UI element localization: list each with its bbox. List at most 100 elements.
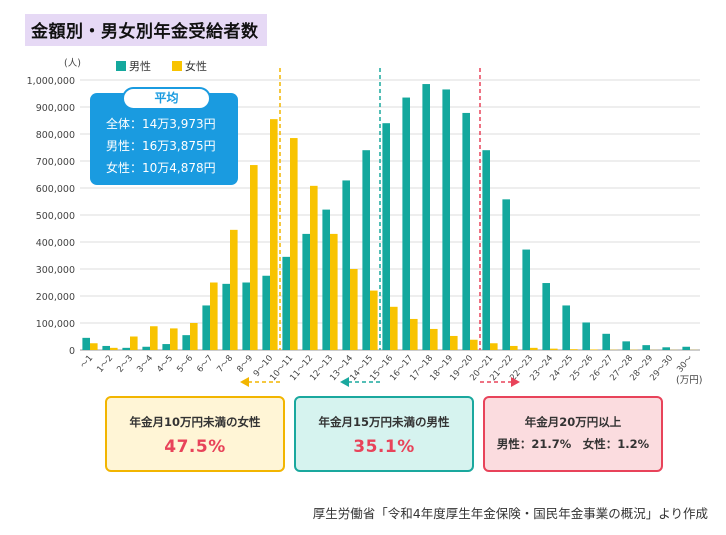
y-tick-label: 300,000 (36, 265, 75, 276)
bar-male (642, 345, 650, 350)
bar-female (470, 339, 478, 350)
chart-title: 金額別・男女別年金受給者数 (25, 14, 267, 46)
bar-male (562, 305, 570, 350)
bar-female (570, 349, 578, 350)
bar-male (422, 84, 430, 351)
x-tick-label: 7～8 (215, 354, 235, 375)
average-male: 男性：16万3,875円 (106, 139, 216, 153)
legend-swatch (172, 61, 182, 71)
bar-male (182, 335, 190, 350)
x-unit-label: (万円) (676, 375, 702, 386)
bar-female (490, 343, 498, 350)
x-tick-label: 5～6 (175, 354, 195, 375)
bar-male (662, 347, 670, 350)
bar-male (162, 344, 170, 350)
bar-female (410, 318, 418, 350)
bar-male (342, 180, 350, 350)
bar-male (102, 345, 110, 350)
bar-female (590, 349, 598, 350)
bar-female (290, 138, 298, 350)
average-female: 女性：10万4,878円 (106, 161, 216, 175)
bar-female (170, 328, 178, 350)
bar-female (350, 269, 358, 350)
y-tick-label: 0 (69, 346, 75, 357)
x-tick-label: 2～3 (115, 354, 135, 375)
bar-female (250, 165, 258, 350)
legend-label: 男性 (129, 59, 151, 73)
bar-male (202, 305, 210, 350)
bar-male (222, 283, 230, 350)
average-title: 平均 (122, 87, 211, 110)
bar-female (510, 345, 518, 350)
x-tick-label: 1～2 (95, 354, 115, 375)
summary-value: 男性：21.7% 女性：1.2% (496, 437, 650, 451)
ref-15-arrowhead (340, 377, 349, 387)
bar-female (210, 282, 218, 350)
bar-female (150, 326, 158, 350)
bar-female (90, 343, 98, 350)
summary-female-under-10: 年金月10万円未満の女性 47.5% (105, 396, 285, 472)
x-tick-label: ～1 (79, 354, 96, 371)
y-tick-label: 800,000 (36, 130, 75, 141)
bar-male (482, 150, 490, 350)
summary-label: 年金月20万円以上 (524, 415, 622, 429)
ref-10-arrowhead (240, 377, 249, 387)
bar-female (110, 347, 118, 350)
y-tick-label: 600,000 (36, 184, 75, 195)
bar-female (230, 229, 238, 350)
y-unit-label: (人) (64, 58, 81, 69)
bar-female (390, 306, 398, 350)
x-tick-label: 3～4 (135, 354, 155, 375)
bar-male (602, 333, 610, 350)
bar-male (82, 337, 90, 350)
y-tick-label: 400,000 (36, 238, 75, 249)
x-tick-label: 30～ (675, 353, 695, 375)
x-tick-label: 6～7 (195, 354, 215, 375)
bar-male (542, 283, 550, 350)
bar-female (430, 328, 438, 350)
summary-value: 35.1% (353, 437, 415, 457)
bar-female (310, 185, 318, 350)
bar-male (302, 233, 310, 350)
bar-male (522, 249, 530, 350)
y-tick-label: 500,000 (36, 211, 75, 222)
average-box: 平均 全体：14万3,973円 男性：16万3,875円 女性：10万4,878… (90, 87, 238, 185)
summary-label: 年金月15万円未満の男性 (318, 415, 450, 429)
ref-20-arrowhead (511, 377, 520, 387)
bar-female (330, 233, 338, 350)
summary-over-20: 年金月20万円以上 男性：21.7% 女性：1.2% (483, 396, 663, 472)
y-tick-label: 200,000 (36, 292, 75, 303)
summary-value: 47.5% (164, 437, 226, 457)
summary-male-under-15: 年金月15万円未満の男性 35.1% (294, 396, 474, 472)
bar-male (322, 209, 330, 350)
bar-female (130, 336, 138, 350)
bar-male (442, 89, 450, 350)
bar-female (450, 335, 458, 350)
y-tick-label: 700,000 (36, 157, 75, 168)
bar-male (282, 256, 290, 350)
source-note: 厚生労働省「令和4年度厚生年金保険・国民年金事業の概況」より作成 (312, 506, 708, 521)
bar-female (530, 347, 538, 350)
average-overall: 全体：14万3,973円 (106, 117, 216, 131)
bar-chart: 0 100,000 200,000 300,000 400,000 500,000 600,… (27, 58, 702, 387)
bar-male (142, 346, 150, 350)
bar-male (382, 123, 390, 350)
legend-label: 女性 (185, 59, 207, 73)
bar-male (242, 282, 250, 350)
bar-male (262, 275, 270, 350)
y-tick-label: 100,000 (36, 319, 75, 330)
bar-male (502, 199, 510, 350)
bar-male (462, 112, 470, 350)
bar-male (582, 322, 590, 350)
x-tick-label: 4～5 (155, 354, 175, 375)
bar-male (682, 346, 690, 350)
bar-female (190, 323, 198, 350)
bar-male (622, 341, 630, 350)
bar-male (362, 150, 370, 350)
bar-female (550, 348, 558, 350)
bar-female (370, 290, 378, 350)
y-tick-label: 900,000 (36, 103, 75, 114)
bar-male (122, 347, 130, 350)
legend-swatch (116, 61, 126, 71)
summary-label: 年金月10万円未満の女性 (129, 415, 261, 429)
